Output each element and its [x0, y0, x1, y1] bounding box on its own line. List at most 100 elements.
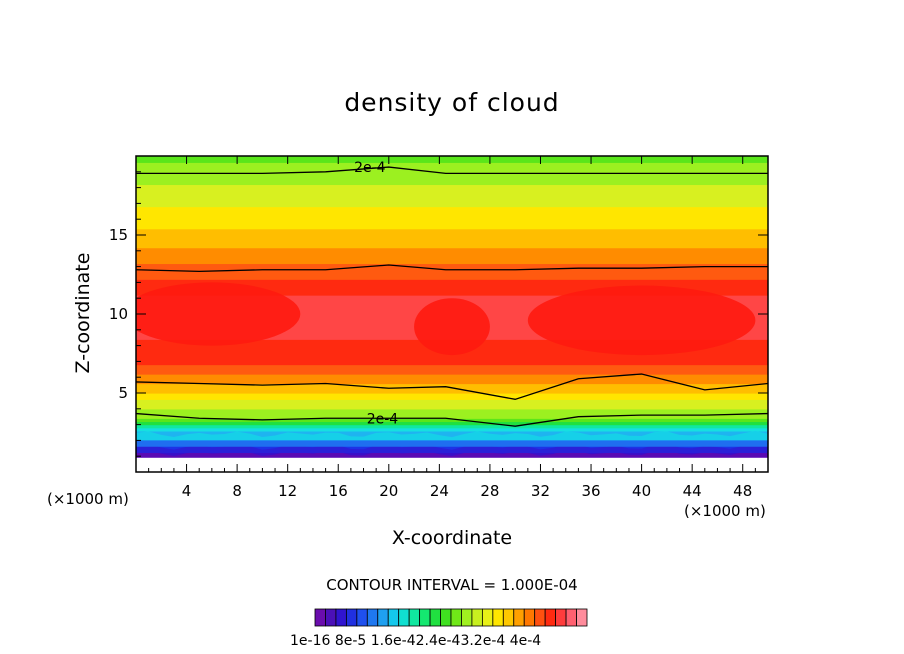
contour-band — [136, 178, 768, 182]
colorbar-labels: 1e-16 8e-5 1.6e-42.4e-43.2e-4 4e-4 — [290, 633, 542, 649]
contour-line-top — [136, 166, 768, 175]
contour-band — [136, 279, 768, 283]
colorbar-cell — [513, 608, 525, 627]
colorbar-cell — [492, 608, 504, 627]
colorbar-cell — [366, 608, 379, 627]
contour-band — [136, 203, 768, 208]
contour-band — [136, 235, 768, 239]
contour-band — [136, 231, 768, 236]
contour-band — [136, 393, 768, 397]
low-density-band — [136, 449, 768, 458]
x-tick-label: 20 — [379, 482, 398, 500]
contour-band — [136, 212, 768, 217]
x-tick-label: 32 — [531, 482, 550, 500]
contour-band — [136, 383, 768, 388]
x-axis-ticks: 4 8 12 16 20 24 28 32 36 40 44 48 — [148, 156, 756, 500]
contour-band — [136, 295, 768, 299]
contour-band — [136, 200, 768, 204]
contour-band — [136, 181, 768, 186]
x-unit-right: (×1000 m) — [684, 502, 766, 520]
colorbar-cell — [387, 608, 400, 627]
x-axis-label: X-coordinate — [391, 527, 513, 549]
contour-line-upper — [136, 264, 768, 272]
y-tick-label: 10 — [109, 305, 128, 323]
contour-band — [136, 370, 768, 375]
contour-band — [136, 219, 768, 223]
low-density-band — [136, 430, 768, 441]
contour-band — [136, 222, 768, 227]
colorbar-cell — [555, 608, 567, 627]
contour-band — [136, 399, 768, 404]
colorbar-cell — [377, 608, 389, 627]
colorbar-cell — [544, 608, 557, 627]
x-tick-label: 24 — [430, 482, 449, 500]
contour-band — [136, 453, 768, 457]
contour-band — [136, 156, 768, 160]
contour-band — [136, 282, 768, 287]
y-axis-label: Z-coordinate — [72, 252, 94, 374]
contour-band — [136, 276, 768, 280]
contour-band — [136, 250, 768, 255]
contour-band — [136, 272, 768, 277]
contour-band — [136, 405, 768, 410]
contour-line-mid — [136, 373, 768, 400]
contour-band — [136, 174, 768, 179]
contour-band — [136, 427, 768, 432]
colorbar-cell — [440, 608, 452, 627]
colorbar-cell — [335, 608, 347, 627]
contour-band — [136, 377, 768, 381]
contour-band — [136, 355, 768, 359]
x-tick-label: 8 — [232, 482, 242, 500]
colorbar-cell — [408, 608, 421, 627]
contour-band — [136, 285, 768, 290]
contour-band — [136, 434, 768, 438]
density-maximum-patch — [136, 282, 301, 346]
chart-title: density of cloud — [344, 88, 560, 117]
contour-band — [136, 266, 768, 271]
y-tick-label: 5 — [118, 384, 128, 402]
low-density-band — [136, 430, 768, 472]
contour-band — [136, 374, 768, 378]
contour-lines — [136, 166, 768, 427]
colorbar-cell — [565, 608, 577, 627]
contour-band — [136, 411, 768, 416]
contour-band — [136, 260, 768, 265]
contour-band — [136, 367, 768, 372]
x-tick-label: 48 — [733, 482, 752, 500]
contour-band — [136, 396, 768, 400]
contour-band — [136, 364, 768, 369]
x-tick-label: 36 — [581, 482, 600, 500]
contour-band — [136, 257, 768, 261]
contour-band — [136, 159, 768, 163]
colorbar-cell — [325, 608, 337, 627]
contour-line-labels: 2e-4 2e-4 — [354, 160, 398, 427]
contour-label: 2e-4 — [354, 160, 386, 176]
contour-band — [136, 193, 768, 198]
contour-band — [136, 269, 768, 274]
colorbar-cell — [502, 608, 515, 627]
contour-band — [136, 380, 768, 385]
contour-band — [136, 206, 768, 211]
x-tick-label: 16 — [329, 482, 348, 500]
x-unit-left: (×1000 m) — [47, 490, 129, 508]
colorbar-cell — [523, 608, 536, 627]
density-maximum-patch — [527, 285, 756, 356]
colorbar-cell — [534, 608, 546, 627]
contour-band — [136, 216, 768, 220]
contour-band — [136, 209, 768, 214]
colorbar-cell — [398, 608, 410, 627]
contour-band — [136, 162, 768, 167]
contour-band — [136, 187, 768, 192]
contour-band — [136, 190, 768, 195]
contour-band — [136, 244, 768, 249]
contour-field — [136, 156, 768, 472]
contour-band — [136, 253, 768, 258]
x-tick-label: 28 — [480, 482, 499, 500]
contour-band — [136, 288, 768, 293]
contour-band — [136, 421, 768, 426]
ground-gap — [136, 457, 768, 472]
colorbar-cell — [345, 608, 358, 627]
y-axis-ticks: 5 10 15 — [109, 171, 768, 457]
density-maximum-patch — [414, 298, 490, 356]
